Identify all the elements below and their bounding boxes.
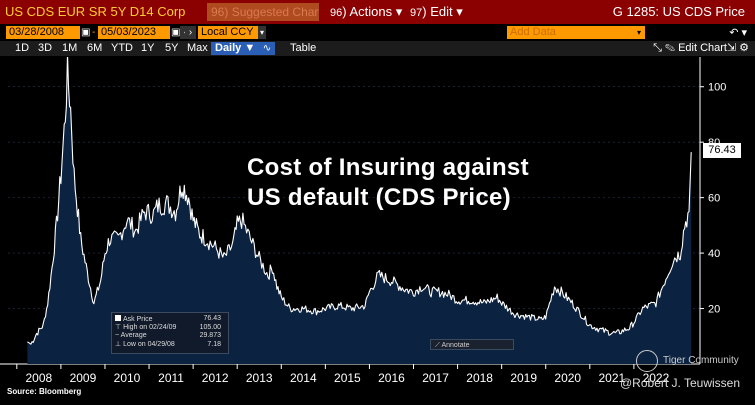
chevron-down-icon: ▾ <box>395 4 403 19</box>
y-tick-label: 40 <box>708 248 720 260</box>
range-max[interactable]: Max <box>187 42 208 54</box>
chart-title-line2: US default (CDS Price) <box>247 184 511 211</box>
legend-low-value: 7.18 <box>207 340 221 348</box>
price-series-line <box>27 57 692 345</box>
export-icon[interactable]: ⇲ <box>726 42 737 54</box>
x-tick-label: 2008 <box>26 371 53 385</box>
undo-redo-icons[interactable]: ↶ ▾ <box>729 27 747 39</box>
range-1y[interactable]: 1Y <box>141 42 155 54</box>
high-marker-icon: ⊤ <box>115 323 122 331</box>
x-tick-label: 2022 <box>643 371 670 385</box>
chevron-down-icon[interactable]: ▾ <box>637 28 642 37</box>
start-date-field[interactable]: 03/28/2008 <box>6 26 80 39</box>
range-6m[interactable]: 6M <box>87 42 103 54</box>
legend-low-label: Low on 04/29/08 <box>123 340 175 348</box>
frequency-select[interactable]: Daily ▼ <box>211 42 260 55</box>
price-area-fill <box>27 57 692 364</box>
edit-label: Edit <box>430 4 453 19</box>
legend-row-high: ⊤ High on 02/24/09 105.00 <box>115 324 225 333</box>
chevron-down-icon: ▾ <box>456 4 463 19</box>
actions-number: 96 <box>330 7 343 19</box>
function-title: G 1285: US CDS Price <box>612 4 745 19</box>
range-toolbar: 1D 3D 1M 6M YTD 1Y 5Y Max Daily ▼ ∿ Tabl… <box>0 41 755 56</box>
annotate-label: Annotate <box>441 342 470 349</box>
date-separator: - <box>92 27 96 38</box>
watermark-community: Tiger Community <box>663 355 739 366</box>
y-axis: 20406080100 <box>699 57 726 364</box>
add-data-input[interactable]: Add Data <box>507 26 645 39</box>
legend-row-average: − Average 29.873 <box>115 332 225 341</box>
low-marker-icon: ⊥ <box>115 340 122 348</box>
tiger-logo-icon <box>636 350 658 372</box>
calendar-icon[interactable]: ▣ <box>171 27 181 38</box>
range-1m[interactable]: 1M <box>62 42 78 54</box>
x-tick-label: 2019 <box>510 371 537 385</box>
chart-legend[interactable]: Ask Price 76.43 ⊤ High on 02/24/09 105.0… <box>111 312 229 354</box>
x-tick-label: 2011 <box>158 371 184 385</box>
range-ytd[interactable]: YTD <box>111 42 133 54</box>
end-date-field[interactable]: 05/03/2023 <box>98 26 170 39</box>
legend-ask-value: 76.43 <box>203 315 221 322</box>
x-tick-label: 2012 <box>202 371 229 385</box>
calendar-icon[interactable]: ▣ <box>81 27 91 38</box>
gear-icon[interactable]: ⚙ <box>739 42 749 54</box>
legend-average-value: 29.873 <box>199 332 221 339</box>
security-ticker[interactable]: US CDS EUR SR 5Y D14 Corp <box>5 4 186 19</box>
x-tick-label: 2010 <box>114 371 141 385</box>
legend-average-label: Average <box>120 332 147 339</box>
edit-chart-button[interactable]: ⤡ ✎ Edit Chart <box>653 42 727 55</box>
edit-menu[interactable]: 97) Edit ▾ <box>410 4 463 19</box>
range-1d[interactable]: 1D <box>15 42 30 54</box>
x-tick-label: 2018 <box>466 371 493 385</box>
watermark-author: @Robert J. Teuwissen <box>620 376 741 390</box>
x-tick-label: 2015 <box>334 371 361 385</box>
legend-ask-label: Ask Price <box>123 316 153 323</box>
x-tick-label: 2020 <box>554 371 581 385</box>
table-button[interactable]: Table <box>290 42 317 54</box>
x-tick-label: 2013 <box>246 371 273 385</box>
legend-row-low: ⊥ Low on 04/29/08 7.18 <box>115 341 225 350</box>
source-label: Source: Bloomberg <box>7 387 82 396</box>
x-tick-label: 2017 <box>422 371 449 385</box>
title-bar: US CDS EUR SR 5Y D14 Corp 96) Suggested … <box>0 0 755 24</box>
pencil-icon: ⟋ <box>435 342 440 349</box>
chart-title-line1: Cost of Insuring against <box>247 154 529 181</box>
y-tick-label: 100 <box>708 82 726 94</box>
date-toolbar: 03/28/2008 ▣ - 05/03/2023 ▣ ‹ › Local CC… <box>0 25 755 40</box>
y-tick-label: 60 <box>708 193 720 205</box>
average-marker-icon: − <box>115 332 120 339</box>
line-chart-icon[interactable]: ∿ <box>259 42 275 55</box>
resize-icon: ⤡ <box>653 42 662 54</box>
chevron-down-icon[interactable]: ▾ <box>258 26 266 39</box>
x-tick-label: 2014 <box>290 371 317 385</box>
range-5y[interactable]: 5Y <box>165 42 179 54</box>
x-tick-label: 2021 <box>598 371 625 385</box>
suggested-charts-button[interactable]: 96) Suggested Charts <box>207 3 319 21</box>
chart-title: Cost of Insuring against US default (CDS… <box>247 153 529 213</box>
next-period-button[interactable]: › <box>185 26 196 39</box>
legend-high-value: 105.00 <box>199 323 221 331</box>
actions-label: Actions <box>349 4 393 19</box>
series-swatch-icon <box>115 315 121 321</box>
annotate-button[interactable]: ⟋ Annotate <box>430 339 514 350</box>
suggested-charts-number: 96 <box>211 5 225 19</box>
range-3d[interactable]: 3D <box>38 42 53 54</box>
edit-chart-label: Edit Chart <box>678 42 727 54</box>
actions-menu[interactable]: 96) Actions ▾ <box>330 4 403 19</box>
currency-select[interactable]: Local CCY <box>198 26 258 39</box>
legend-row-ask: Ask Price 76.43 <box>115 315 225 324</box>
settings-icons[interactable]: ⇲ ⚙ <box>727 42 749 55</box>
pencil-icon: ✎ <box>664 42 676 54</box>
last-value-tag: 76.43 <box>703 143 741 158</box>
legend-high-label: High on 02/24/09 <box>123 323 177 331</box>
suggested-charts-label: Suggested Charts <box>231 5 319 19</box>
y-tick-label: 20 <box>708 304 720 316</box>
x-tick-label: 2009 <box>70 371 97 385</box>
x-tick-label: 2016 <box>378 371 405 385</box>
edit-number: 97 <box>410 7 423 19</box>
